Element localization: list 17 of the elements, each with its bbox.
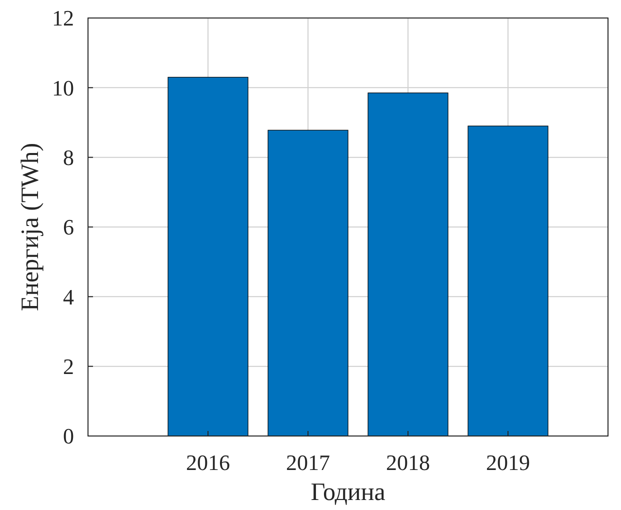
x-tick-label: 2017 [286, 450, 330, 475]
x-tick-label: 2019 [486, 450, 530, 475]
y-tick-label: 8 [63, 145, 74, 170]
y-tick-label: 12 [52, 6, 74, 31]
y-axis-title: Енергија (TWh) [17, 142, 44, 312]
bar [368, 92, 448, 436]
bar [268, 130, 348, 436]
x-axis-title: Година [310, 479, 386, 506]
x-tick-label: 2018 [386, 450, 430, 475]
bar [468, 126, 548, 436]
y-tick-label: 4 [63, 284, 74, 310]
y-tick-label: 6 [63, 214, 74, 240]
y-tick-label: 0 [63, 424, 74, 449]
bar [168, 76, 248, 436]
y-tick-label: 2 [63, 354, 74, 380]
x-tick-label: 2016 [186, 450, 230, 475]
y-tick-label: 10 [52, 75, 74, 100]
